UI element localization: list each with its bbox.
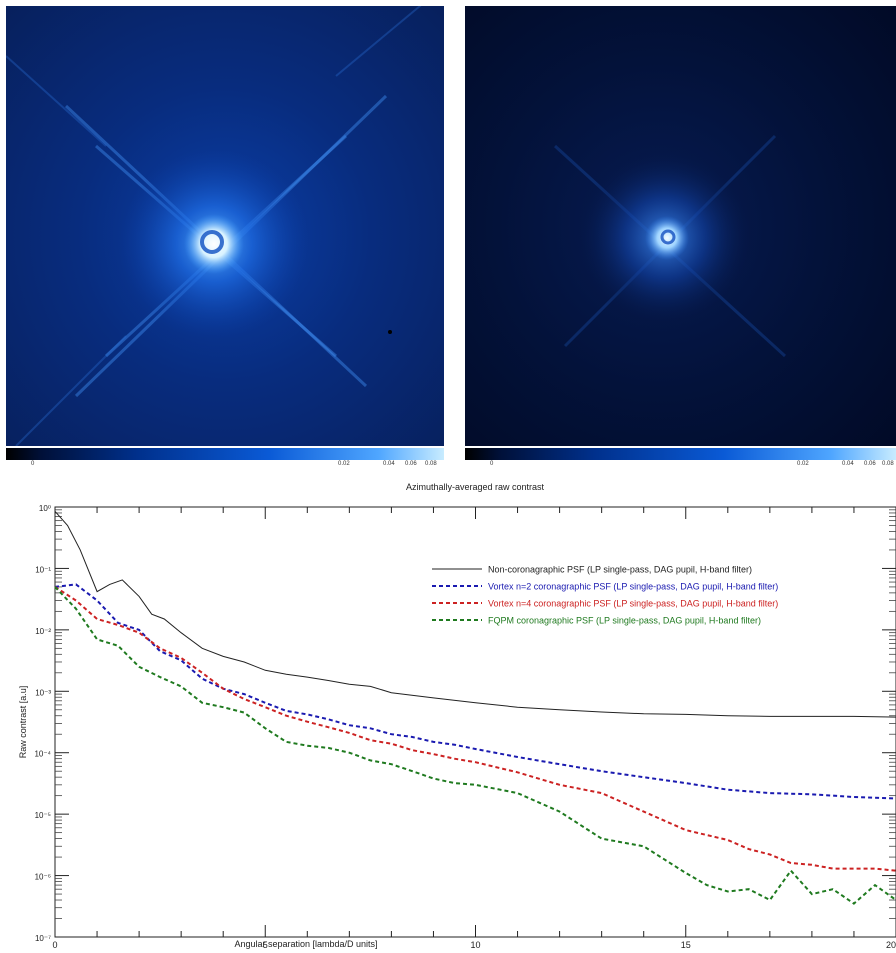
y-tick-label: 10⁻⁷ <box>35 934 51 943</box>
series-line-4 <box>54 586 896 905</box>
y-tick-label: 10⁻⁴ <box>34 750 51 759</box>
x-tick-label: 15 <box>681 940 691 950</box>
series-group <box>54 510 896 905</box>
x-axis-label: Angular separation [lambda/D units] <box>234 939 377 949</box>
colorbar-right-tick: 0.08 <box>882 461 894 467</box>
legend-label: FQPM coronagraphic PSF (LP single-pass, … <box>488 616 761 626</box>
y-tick-label: 10⁻⁵ <box>35 811 51 820</box>
psf-image-right-svg <box>465 6 896 446</box>
colorbar-left-tick: 0.06 <box>405 461 417 467</box>
y-axis-label: Raw contrast [a.u] <box>18 686 28 759</box>
x-tick-label: 20 <box>886 940 896 950</box>
legend-label: Vortex n=2 coronagraphic PSF (LP single-… <box>488 582 778 592</box>
colorbar-left-tick: 0.02 <box>338 461 350 467</box>
colorbar-left-tick: 0.04 <box>383 461 395 467</box>
y-tick-label: 10⁻² <box>35 627 51 636</box>
series-line-2 <box>54 583 896 800</box>
colorbar-right-tick: 0.06 <box>864 461 876 467</box>
colorbar-right-tick: 0 <box>490 461 494 467</box>
y-tick-label: 10⁻¹ <box>35 565 51 574</box>
chart-title: Azimuthally-averaged raw contrast <box>406 482 545 492</box>
y-tick-label: 10⁰ <box>39 504 51 513</box>
x-tick-label: 5 <box>263 940 268 950</box>
legend-label: Vortex n=4 coronagraphic PSF (LP single-… <box>488 599 778 609</box>
colorbar-right <box>465 448 896 460</box>
y-tick-label: 10⁻⁶ <box>35 873 51 882</box>
axes: 10⁰ 10⁻¹ 10⁻² 10⁻³ 10⁻⁴ 10⁻⁵ 10⁻⁶ 10⁻⁷0 5 10 15 20 <box>34 504 896 950</box>
colorbar-right-tick: 0.04 <box>842 461 854 467</box>
plot-frame <box>54 506 896 938</box>
x-tick-label: 0 <box>52 940 57 950</box>
colorbar-left-tick: 0 <box>31 461 35 467</box>
colorbar-right-tick: 0.02 <box>797 461 809 467</box>
x-tick-label: 10 <box>470 940 480 950</box>
colorbar-left-tick: 0.08 <box>425 461 437 467</box>
legend: Non-coronagraphic PSF (LP single-pass, D… <box>432 565 778 626</box>
colorbar-left <box>6 448 444 460</box>
psf-image-non-coronagraphic <box>6 6 444 446</box>
psf-image-left-svg <box>6 6 444 446</box>
contrast-chart: Azimuthally-averaged raw contrast 10⁰ 10⁻… <box>18 482 896 950</box>
legend-label: Non-coronagraphic PSF (LP single-pass, D… <box>488 565 752 575</box>
series-line-1 <box>54 510 896 718</box>
psf-image-coronagraphic <box>465 6 896 446</box>
series-line-3 <box>54 586 896 872</box>
y-tick-label: 10⁻³ <box>35 688 51 697</box>
